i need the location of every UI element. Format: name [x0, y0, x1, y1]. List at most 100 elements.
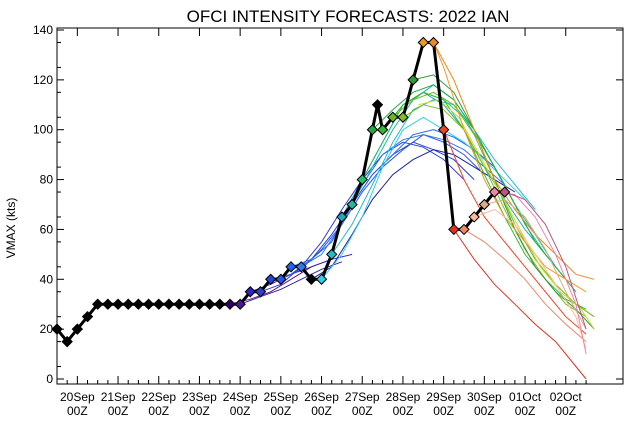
- y-axis-label: VMAX (kts): [4, 198, 18, 259]
- best-track-marker: [285, 261, 297, 273]
- forecast-line: [453, 229, 587, 380]
- y-tick-label: 80: [40, 173, 54, 187]
- best-track-marker: [371, 99, 384, 111]
- best-track-marker: [346, 198, 358, 211]
- x-tick-day-label: 20Sep: [60, 390, 95, 404]
- x-axis: 20Sep00Z21Sep00Z22Sep00Z23Sep00Z24Sep00Z…: [60, 28, 587, 418]
- best-track-marker: [488, 186, 501, 198]
- x-tick-day-label: 29Sep: [426, 390, 461, 404]
- best-track-marker: [305, 273, 318, 285]
- best-track-marker: [234, 298, 246, 310]
- best-track-marker: [478, 198, 491, 211]
- forecast-line: [504, 191, 587, 330]
- best-track-marker: [183, 298, 195, 310]
- x-tick-hour-label: 00Z: [230, 404, 251, 418]
- x-tick-day-label: 30Sep: [467, 390, 502, 404]
- y-tick-label: 60: [40, 222, 54, 236]
- best-track-marker: [214, 298, 226, 310]
- best-track-marker: [448, 223, 460, 236]
- forecast-line: [300, 134, 506, 268]
- best-track-marker: [71, 323, 84, 335]
- best-track-marker: [356, 173, 368, 186]
- best-track-marker: [437, 124, 450, 136]
- x-tick-day-label: 25Sep: [263, 390, 298, 404]
- x-tick-hour-label: 00Z: [515, 404, 536, 418]
- best-track-marker: [132, 298, 145, 310]
- forecast-line: [423, 42, 587, 293]
- best-track-marker: [336, 211, 348, 223]
- forecast-line: [463, 228, 587, 342]
- best-track-marker: [244, 286, 257, 298]
- forecast-line: [290, 129, 495, 268]
- x-tick-day-label: 21Sep: [101, 390, 136, 404]
- x-tick-hour-label: 00Z: [271, 404, 292, 418]
- forecast-series: [229, 42, 595, 380]
- x-tick-hour-label: 00Z: [352, 404, 373, 418]
- x-tick-day-label: 26Sep: [304, 390, 339, 404]
- best-track-marker: [326, 248, 338, 261]
- best-track-marker: [264, 273, 277, 285]
- y-tick-label: 0: [46, 372, 53, 386]
- best-track-marker: [315, 273, 328, 285]
- best-track-marker: [498, 186, 511, 198]
- best-track-line: [55, 41, 505, 344]
- y-tick-label: 100: [33, 123, 53, 137]
- forecast-line: [433, 42, 595, 280]
- best-track-marker: [366, 124, 379, 136]
- y-tick-label: 120: [33, 73, 53, 87]
- best-track-marker: [153, 298, 165, 310]
- best-track-marker: [417, 36, 430, 49]
- y-axis: 0 20 40 60 80 100 120 140: [33, 23, 623, 386]
- forecast-line: [280, 134, 485, 280]
- best-track-marker: [275, 273, 287, 285]
- x-tick-hour-label: 00Z: [189, 404, 210, 418]
- best-track-marker: [142, 298, 155, 310]
- forecast-line: [382, 91, 587, 310]
- best-track-marker: [427, 36, 440, 49]
- x-tick-day-label: 01Oct: [509, 390, 542, 404]
- x-tick-day-label: 27Sep: [345, 390, 380, 404]
- best-track-marker: [122, 298, 134, 310]
- best-track-marker: [51, 323, 63, 335]
- y-tick-label: 140: [33, 23, 53, 37]
- forecast-line: [321, 116, 526, 280]
- best-track-marker: [203, 298, 216, 310]
- best-track-marker: [81, 310, 94, 323]
- forecast-line: [474, 208, 587, 350]
- forecast-line: [270, 141, 475, 280]
- x-tick-hour-label: 00Z: [474, 404, 495, 418]
- best-track-marker: [91, 298, 104, 310]
- best-track-marker: [61, 335, 73, 348]
- x-tick-day-label: 28Sep: [386, 390, 421, 404]
- y-tick-label: 20: [40, 322, 54, 336]
- best-track-marker: [112, 298, 124, 310]
- best-track-marker: [173, 298, 185, 310]
- best-track-marker: [468, 211, 480, 223]
- best-track-marker: [387, 111, 399, 123]
- x-tick-hour-label: 00Z: [67, 404, 88, 418]
- x-tick-hour-label: 00Z: [108, 404, 129, 418]
- x-tick-hour-label: 00Z: [311, 404, 332, 418]
- best-track-marker: [224, 298, 236, 310]
- best-track-marker: [458, 223, 470, 236]
- x-tick-hour-label: 00Z: [433, 404, 454, 418]
- x-tick-day-label: 02Oct: [550, 390, 583, 404]
- x-tick-day-label: 23Sep: [182, 390, 217, 404]
- best-track-marker: [193, 298, 206, 310]
- best-track-marker: [397, 111, 409, 123]
- x-tick-hour-label: 00Z: [555, 404, 576, 418]
- best-track-marker: [254, 286, 267, 298]
- plot-frame: [56, 27, 624, 385]
- best-track-marker: [102, 298, 114, 310]
- best-track-marker: [163, 298, 175, 310]
- best-track-marker: [407, 74, 419, 86]
- best-track-marker: [295, 261, 307, 273]
- chart-title: OFCI INTENSITY FORECASTS: 2022 IAN: [187, 7, 510, 26]
- best-track: [51, 36, 511, 348]
- forecast-line: [443, 129, 587, 335]
- best-track-marker: [376, 124, 389, 136]
- forecast-line: [331, 99, 536, 255]
- y-tick-label: 40: [40, 272, 54, 286]
- x-tick-hour-label: 00Z: [148, 404, 169, 418]
